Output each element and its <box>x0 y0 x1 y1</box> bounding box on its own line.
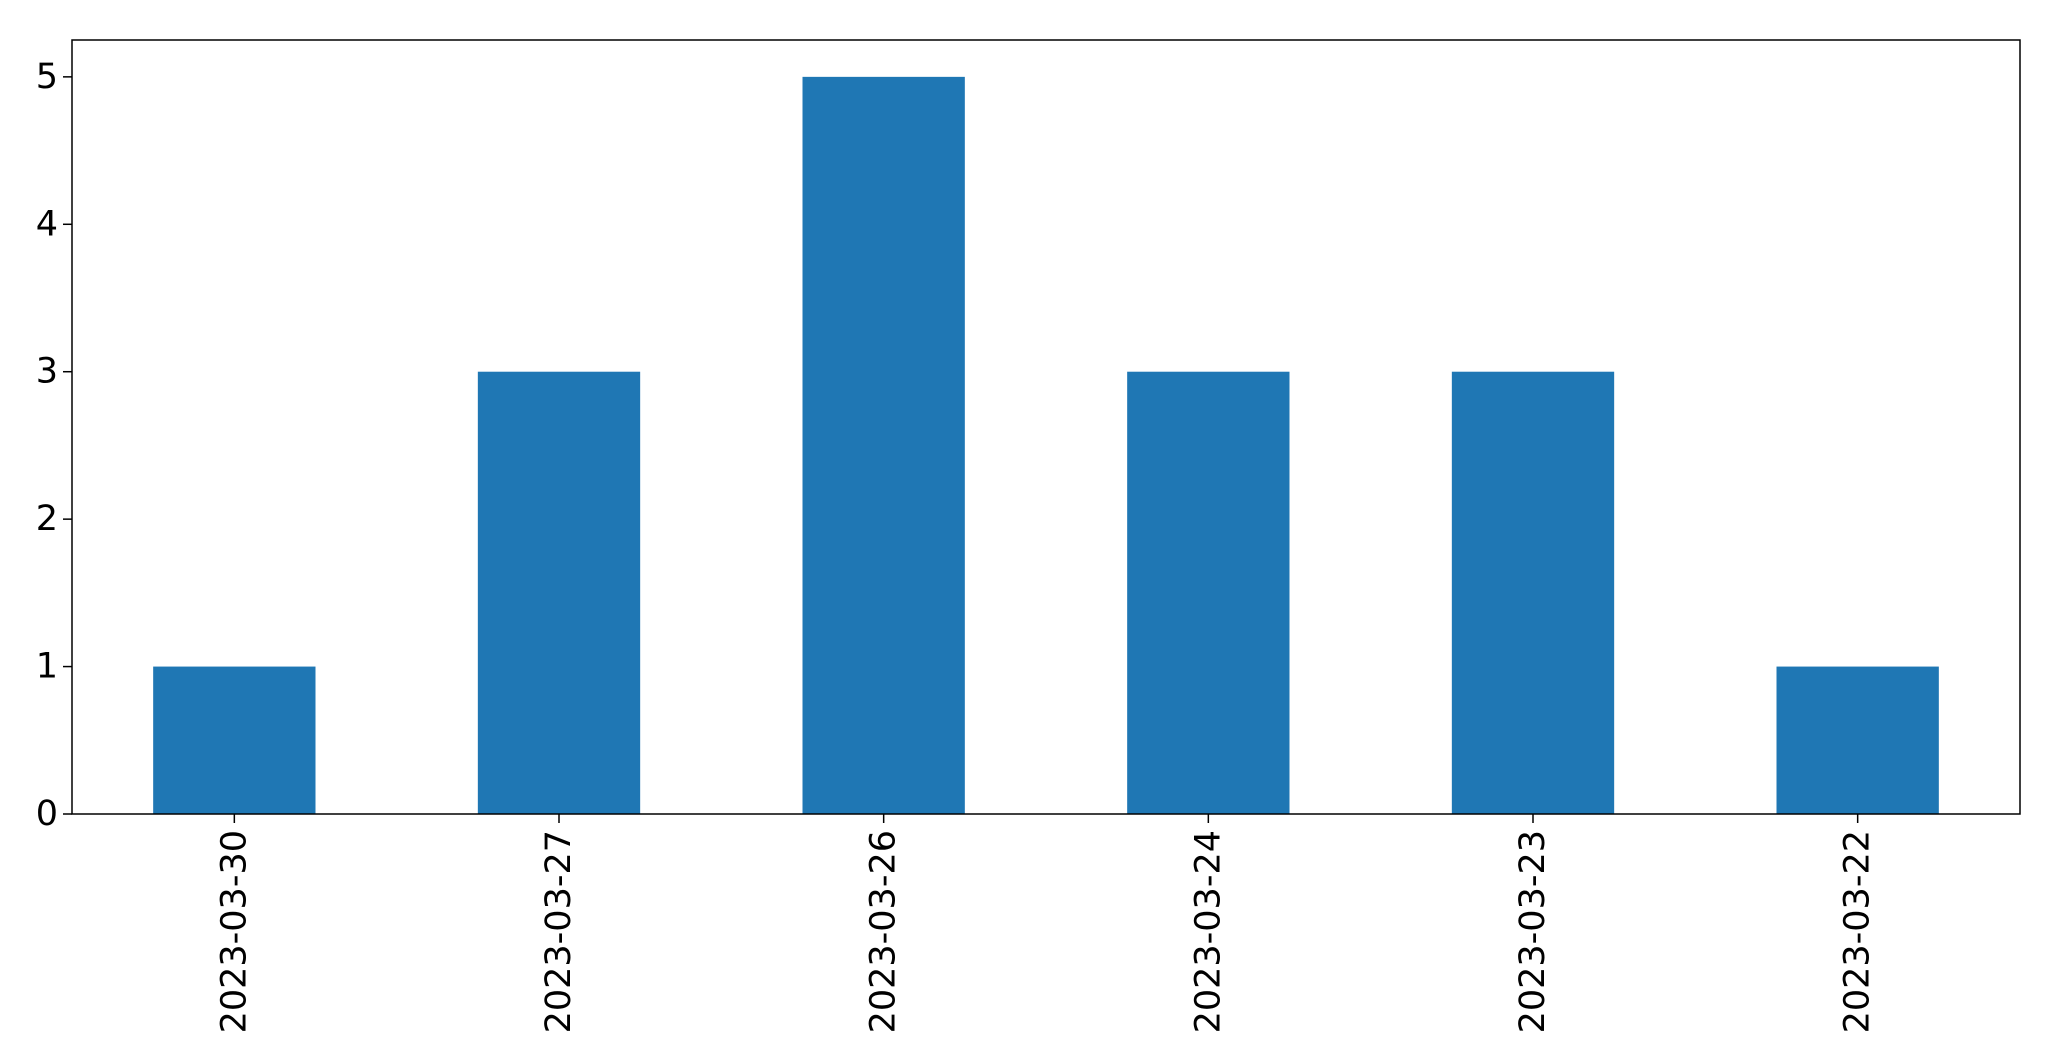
y-tick-label: 3 <box>36 352 58 392</box>
x-tick-label: 2023-03-26 <box>864 830 904 1033</box>
x-tick-label: 2023-03-27 <box>539 830 579 1033</box>
x-tick-label: 2023-03-23 <box>1513 830 1553 1033</box>
y-tick-label: 0 <box>36 794 58 834</box>
bar-2023-03-23 <box>1451 371 1615 814</box>
x-tick-label: 2023-03-30 <box>214 830 254 1033</box>
x-tick-label: 2023-03-24 <box>1188 830 1228 1033</box>
bars-layer <box>153 76 1939 815</box>
y-tick-label: 5 <box>36 57 58 97</box>
x-tick-label: 2023-03-22 <box>1838 830 1878 1033</box>
ticks-layer: 0 1 2 3 4 5 2023-03-30 2023-03-27 2023-03-26 2023… <box>36 57 1878 1034</box>
y-tick-label: 1 <box>36 647 58 687</box>
y-tick-label: 4 <box>36 204 58 244</box>
bar-2023-03-27 <box>477 371 641 814</box>
bar-2023-03-26 <box>802 76 965 815</box>
y-tick-label: 2 <box>36 499 58 539</box>
bar-2023-03-30 <box>153 666 316 814</box>
bar-2023-03-22 <box>1776 666 1939 814</box>
plot-frame <box>71 39 2021 815</box>
bar-2023-03-24 <box>1127 371 1290 814</box>
